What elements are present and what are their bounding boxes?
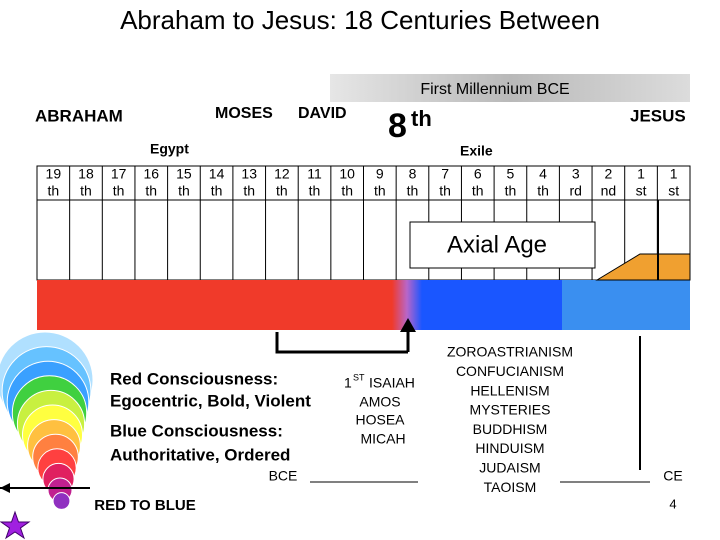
prophet: MICAH bbox=[360, 431, 405, 447]
century-number: 18 bbox=[78, 166, 94, 182]
century-suffix: th bbox=[439, 183, 451, 199]
ce: CE bbox=[663, 468, 682, 484]
orange-wedge bbox=[595, 253, 691, 281]
century-number: 11 bbox=[307, 166, 322, 182]
consciousness-line: Blue Consciousness: bbox=[110, 421, 283, 440]
isaiah-number: 1 bbox=[344, 375, 352, 391]
century-number: 9 bbox=[376, 166, 384, 182]
religion: JUDAISM bbox=[479, 460, 540, 476]
century-suffix: th bbox=[243, 183, 255, 199]
axial-age: Axial Age bbox=[447, 231, 547, 258]
isaiah-superscript: ST bbox=[353, 372, 365, 382]
century-number: 17 bbox=[111, 166, 127, 182]
bce: BCE bbox=[269, 468, 298, 484]
century-number: 5 bbox=[507, 166, 515, 182]
century-suffix: st bbox=[636, 183, 647, 199]
rtb-arrow-head bbox=[0, 483, 10, 493]
century-suffix: th bbox=[472, 183, 484, 199]
light-blue-band bbox=[562, 280, 690, 330]
century-number: 2 bbox=[604, 166, 612, 182]
consciousness-line: Red Consciousness: bbox=[110, 369, 278, 388]
century-number: 19 bbox=[46, 166, 62, 182]
century-number: 15 bbox=[176, 166, 192, 182]
century-suffix: nd bbox=[601, 183, 617, 199]
bracket bbox=[275, 332, 408, 354]
religion: ZOROASTRIANISM bbox=[447, 344, 573, 360]
century-suffix: th bbox=[47, 183, 59, 199]
century-suffix: th bbox=[341, 183, 353, 199]
spiral bbox=[0, 331, 94, 510]
century-number: 4 bbox=[539, 166, 547, 182]
century-number: 3 bbox=[572, 166, 580, 182]
century-suffix: rd bbox=[569, 183, 581, 199]
century-suffix: th bbox=[113, 183, 125, 199]
religion: CONFUCIANISM bbox=[456, 363, 564, 379]
religion: HELLENISM bbox=[470, 382, 549, 398]
century-number: 16 bbox=[143, 166, 159, 182]
eighth-suffix: th bbox=[411, 106, 432, 131]
century-suffix: th bbox=[145, 183, 157, 199]
red-to-blue: RED TO BLUE bbox=[94, 497, 195, 514]
arrow-head bbox=[400, 318, 416, 332]
century-suffix: th bbox=[407, 183, 419, 199]
prophet: HOSEA bbox=[355, 412, 405, 428]
century-number: 10 bbox=[339, 166, 355, 182]
spiral-circle bbox=[52, 492, 71, 510]
title: Abraham to Jesus: 18 Centuries Between bbox=[120, 5, 600, 35]
century-suffix: th bbox=[309, 183, 321, 199]
religion: HINDUISM bbox=[475, 440, 544, 456]
century-number: 7 bbox=[441, 166, 449, 182]
century-suffix: th bbox=[211, 183, 223, 199]
star bbox=[0, 510, 31, 540]
century-number: 1 bbox=[637, 166, 645, 182]
banner-bg bbox=[330, 74, 690, 102]
david: DAVID bbox=[298, 105, 347, 122]
egypt: Egypt bbox=[150, 141, 189, 157]
axial-box bbox=[409, 221, 596, 269]
century-suffix: th bbox=[276, 183, 288, 199]
moses: MOSES bbox=[215, 105, 273, 122]
religion: BUDDHISM bbox=[473, 421, 548, 437]
banner: First Millennium BCE bbox=[420, 81, 569, 98]
century-number: 12 bbox=[274, 166, 290, 182]
century-number: 8 bbox=[409, 166, 417, 182]
blue-band bbox=[422, 280, 562, 330]
red-band bbox=[37, 280, 392, 330]
exile: Exile bbox=[460, 143, 493, 159]
page-number: 4 bbox=[669, 496, 676, 511]
century-suffix: th bbox=[80, 183, 92, 199]
eighth-number: 8 bbox=[388, 107, 407, 145]
prophet: AMOS bbox=[359, 394, 400, 410]
century-number: 13 bbox=[241, 166, 257, 182]
religion: MYSTERIES bbox=[470, 402, 551, 418]
century-number: 14 bbox=[209, 166, 225, 182]
jesus: JESUS bbox=[630, 106, 686, 125]
timeline-grid: 19th18th17th16th15th14th13th12th11th10th… bbox=[36, 165, 691, 281]
consciousness-line: Authoritative, Ordered bbox=[110, 445, 290, 464]
century-suffix: st bbox=[668, 183, 679, 199]
century-suffix: th bbox=[505, 183, 517, 199]
religions: ZOROASTRIANISM CONFUCIANISM HELLENISM MYSTE… bbox=[447, 344, 573, 495]
century-suffix: th bbox=[178, 183, 190, 199]
century-suffix: th bbox=[374, 183, 386, 199]
consciousness-line: Egocentric, Bold, Violent bbox=[110, 391, 311, 410]
century-suffix: th bbox=[537, 183, 549, 199]
abraham: ABRAHAM bbox=[35, 106, 123, 125]
isaiah-name: ISAIAH bbox=[369, 375, 415, 391]
century-number: 1 bbox=[670, 166, 678, 182]
religion: TAOISM bbox=[484, 479, 537, 495]
century-number: 6 bbox=[474, 166, 482, 182]
